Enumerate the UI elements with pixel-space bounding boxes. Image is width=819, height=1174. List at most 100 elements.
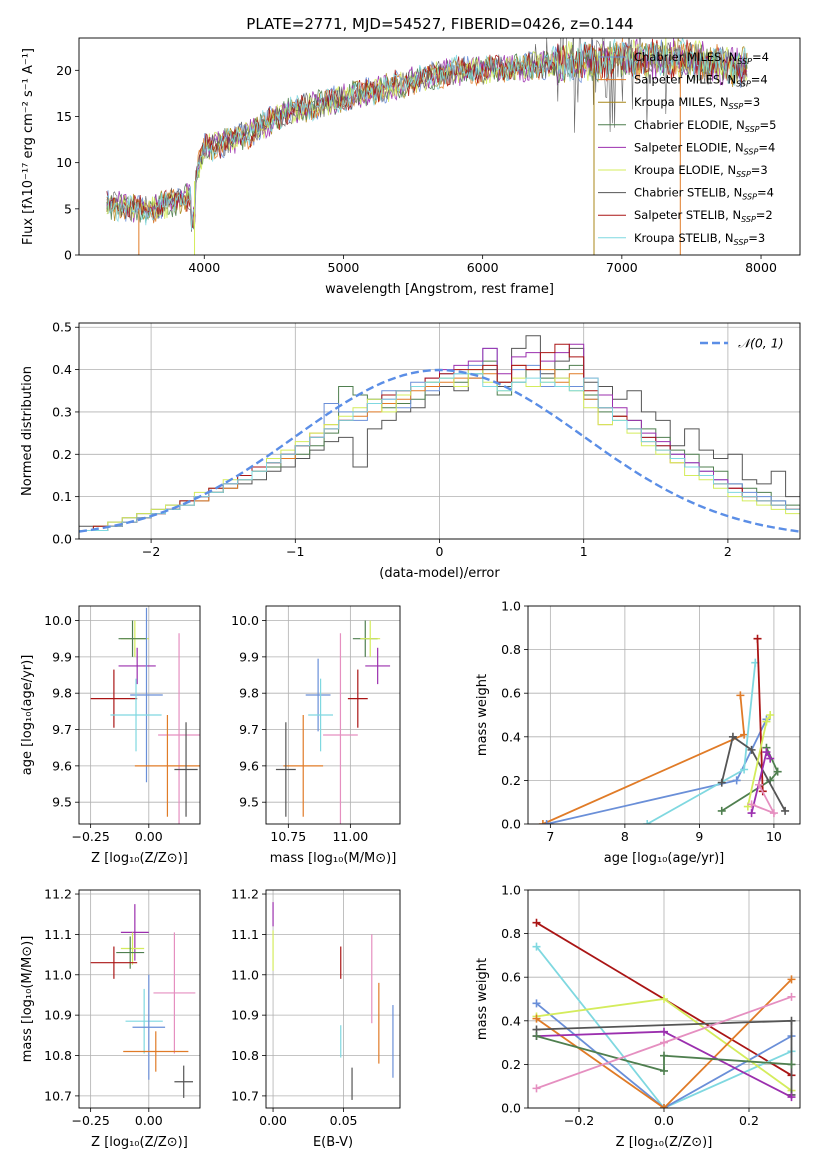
weight-marker <box>736 691 745 700</box>
weight-vs-age-axes: 7 8 9 10 0.0 0.2 0.4 0.6 0.8 1.0 age [log₁₀(age/yr… <box>475 599 800 866</box>
mass-vs-Z-ytick-label: 11.1 <box>44 927 72 942</box>
age-vs-mass-ytick-label: 10.0 <box>231 613 259 628</box>
weight-series-line <box>535 946 792 1108</box>
weight-series-line <box>720 735 786 812</box>
histogram-step <box>79 373 800 539</box>
legend-entry: Chabrier STELIB, NSSP=4 <box>634 186 774 202</box>
histogram-xtick-label: −2 <box>142 544 160 559</box>
legend-entry: Kroupa STELIB, NSSP=3 <box>634 231 765 247</box>
mass-vs-Z-xlabel: Z [log₁₀(Z/Z⊙)] <box>91 1135 188 1150</box>
age-vs-Z-ytick-label: 9.6 <box>52 758 72 773</box>
histogram-frame <box>78 322 801 540</box>
weight-vs-Z-ytick-label: 0.0 <box>501 1101 521 1116</box>
weight-marker <box>532 1014 541 1023</box>
weight-vs-Z-xtick-label: 0.0 <box>654 1113 674 1128</box>
spectrum-ytick-label: 20 <box>56 63 72 78</box>
histogram-bars <box>79 335 800 539</box>
spectrum-lines <box>106 38 748 255</box>
weight-marker <box>532 999 541 1008</box>
weight-series-line <box>536 1035 792 1073</box>
weight-marker <box>769 809 778 818</box>
weight-vs-age-ylabel: mass weight <box>475 674 490 756</box>
weight-vs-age-ytick-label: 0.6 <box>501 686 521 701</box>
legend-entry: Salpeter MILES, NSSP=4 <box>634 73 768 89</box>
weight-vs-Z-xtick-label: 0.2 <box>739 1113 759 1128</box>
mass-vs-EBV-axes: 0.00 0.05 10.7 10.8 10.9 11.0 11.1 11.2 E(B-V) <box>231 887 400 1150</box>
weight-marker <box>787 1060 796 1069</box>
weight-vs-age-xtick-label: 10 <box>766 829 782 844</box>
legend-entry: 𝒩(0, 1) <box>738 336 784 351</box>
spectrum-xtick-label: 8000 <box>745 260 777 275</box>
weight-vs-age-xlabel: age [log₁₀(age/yr)] <box>604 851 725 866</box>
weight-vs-age-ytick-label: 0.4 <box>501 729 521 744</box>
age-vs-mass-xtick-label: 11.00 <box>332 829 368 844</box>
weight-marker <box>532 1032 541 1041</box>
weight-marker <box>660 1104 668 1108</box>
age-vs-Z-frame <box>78 605 201 825</box>
weight-marker <box>766 711 775 719</box>
legend-entry: Chabrier ELODIE, NSSP=5 <box>634 118 776 134</box>
weight-marker <box>660 1027 668 1036</box>
weight-marker <box>660 995 668 1003</box>
mass-vs-Z-ytick-label: 10.9 <box>44 1008 72 1023</box>
spectrum-xtick-label: 6000 <box>467 260 499 275</box>
weight-vs-Z-lines <box>532 918 796 1108</box>
mass-vs-Z-ylabel: mass [log₁₀(M/M⊙)] <box>20 936 35 1063</box>
weight-marker <box>538 820 547 824</box>
mass-vs-EBV-ytick-label: 11.1 <box>231 927 259 942</box>
age-vs-Z-xtick-label: 0.00 <box>135 829 163 844</box>
mass-vs-EBV-ytick-label: 10.8 <box>231 1048 259 1063</box>
age-vs-Z-ytick-label: 9.5 <box>52 795 72 810</box>
spectrum-xtick-label: 7000 <box>606 260 638 275</box>
weight-marker <box>532 918 541 927</box>
histogram-ytick-label: 0.0 <box>52 532 72 547</box>
mass-vs-EBV-xlabel: E(B-V) <box>313 1135 353 1150</box>
mass-vs-EBV-ytick-label: 10.7 <box>231 1088 259 1103</box>
weight-marker <box>732 776 741 785</box>
weight-vs-age-ytick-label: 0.2 <box>501 773 521 788</box>
weight-marker <box>787 992 796 1001</box>
histogram-ylabel: Normed distribution <box>20 366 35 496</box>
age-vs-Z-ytick-label: 10.0 <box>44 613 72 628</box>
weight-marker <box>717 806 726 815</box>
spectrum-ytick-label: 0 <box>64 248 72 263</box>
weight-vs-age-xtick-label: 9 <box>695 829 703 844</box>
legend-entry: Kroupa ELODIE, NSSP=3 <box>634 163 768 179</box>
age-vs-mass-ytick-label: 9.5 <box>239 795 259 810</box>
weight-marker <box>773 767 782 776</box>
weight-marker <box>542 820 551 824</box>
spectrum-xtick-label: 5000 <box>328 260 360 275</box>
weight-vs-Z-xtick-label: −0.2 <box>564 1113 594 1128</box>
weight-marker <box>787 1093 796 1102</box>
weight-marker <box>660 1051 668 1060</box>
spectrum-ytick-label: 5 <box>64 201 72 216</box>
weight-vs-age-lines <box>538 634 790 824</box>
spectrum-ytick-label: 15 <box>56 109 72 124</box>
weight-vs-age-ytick-label: 0.8 <box>501 642 521 657</box>
weight-series-line <box>721 747 779 812</box>
mass-vs-EBV-xtick-label: 0.05 <box>330 1113 358 1128</box>
mass-vs-Z-ytick-label: 11.2 <box>44 887 72 902</box>
mass-vs-EBV-ytick-label: 10.9 <box>231 1008 259 1023</box>
spectrum-ytick-label: 10 <box>56 155 72 170</box>
age-vs-mass-ytick-label: 9.8 <box>239 686 259 701</box>
mass-vs-EBV-frame <box>265 889 401 1109</box>
age-vs-Z-xlabel: Z [log₁₀(Z/Z⊙)] <box>91 851 188 866</box>
spectrum-ylabel: Flux [fλ10⁻¹⁷ erg cm⁻² s⁻¹ A⁻¹] <box>21 48 36 245</box>
mass-vs-Z-axes: −0.25 0.00 10.7 10.8 10.9 11.0 11.1 11.2 Z [log₁… <box>20 887 200 1150</box>
weight-vs-Z-frame <box>527 889 801 1109</box>
mass-vs-EBV-xtick-label: 0.00 <box>259 1113 287 1128</box>
legend-entry: Chabrier MILES, NSSP=4 <box>634 50 769 66</box>
histogram-xtick-label: 0 <box>436 544 444 559</box>
weight-marker <box>740 765 749 774</box>
spectrum-legend: Chabrier MILES, NSSP=4 Salpeter MILES, NS… <box>598 50 776 247</box>
histogram-ytick-label: 0.4 <box>52 362 72 377</box>
mass-vs-Z-frame <box>78 889 201 1109</box>
spectrum-xlabel: wavelength [Angstrom, rest frame] <box>325 282 554 297</box>
histogram-ytick-label: 0.3 <box>52 404 72 419</box>
spectrum-axes: 4000 5000 6000 7000 8000 0 5 10 15 20 wavelength [… <box>21 48 777 297</box>
weight-marker <box>740 730 749 739</box>
age-vs-Z-ylabel: age [log₁₀(age/yr)] <box>20 655 35 776</box>
histogram-xtick-label: 1 <box>580 544 588 559</box>
legend-entry: Salpeter ELODIE, NSSP=4 <box>634 140 775 156</box>
